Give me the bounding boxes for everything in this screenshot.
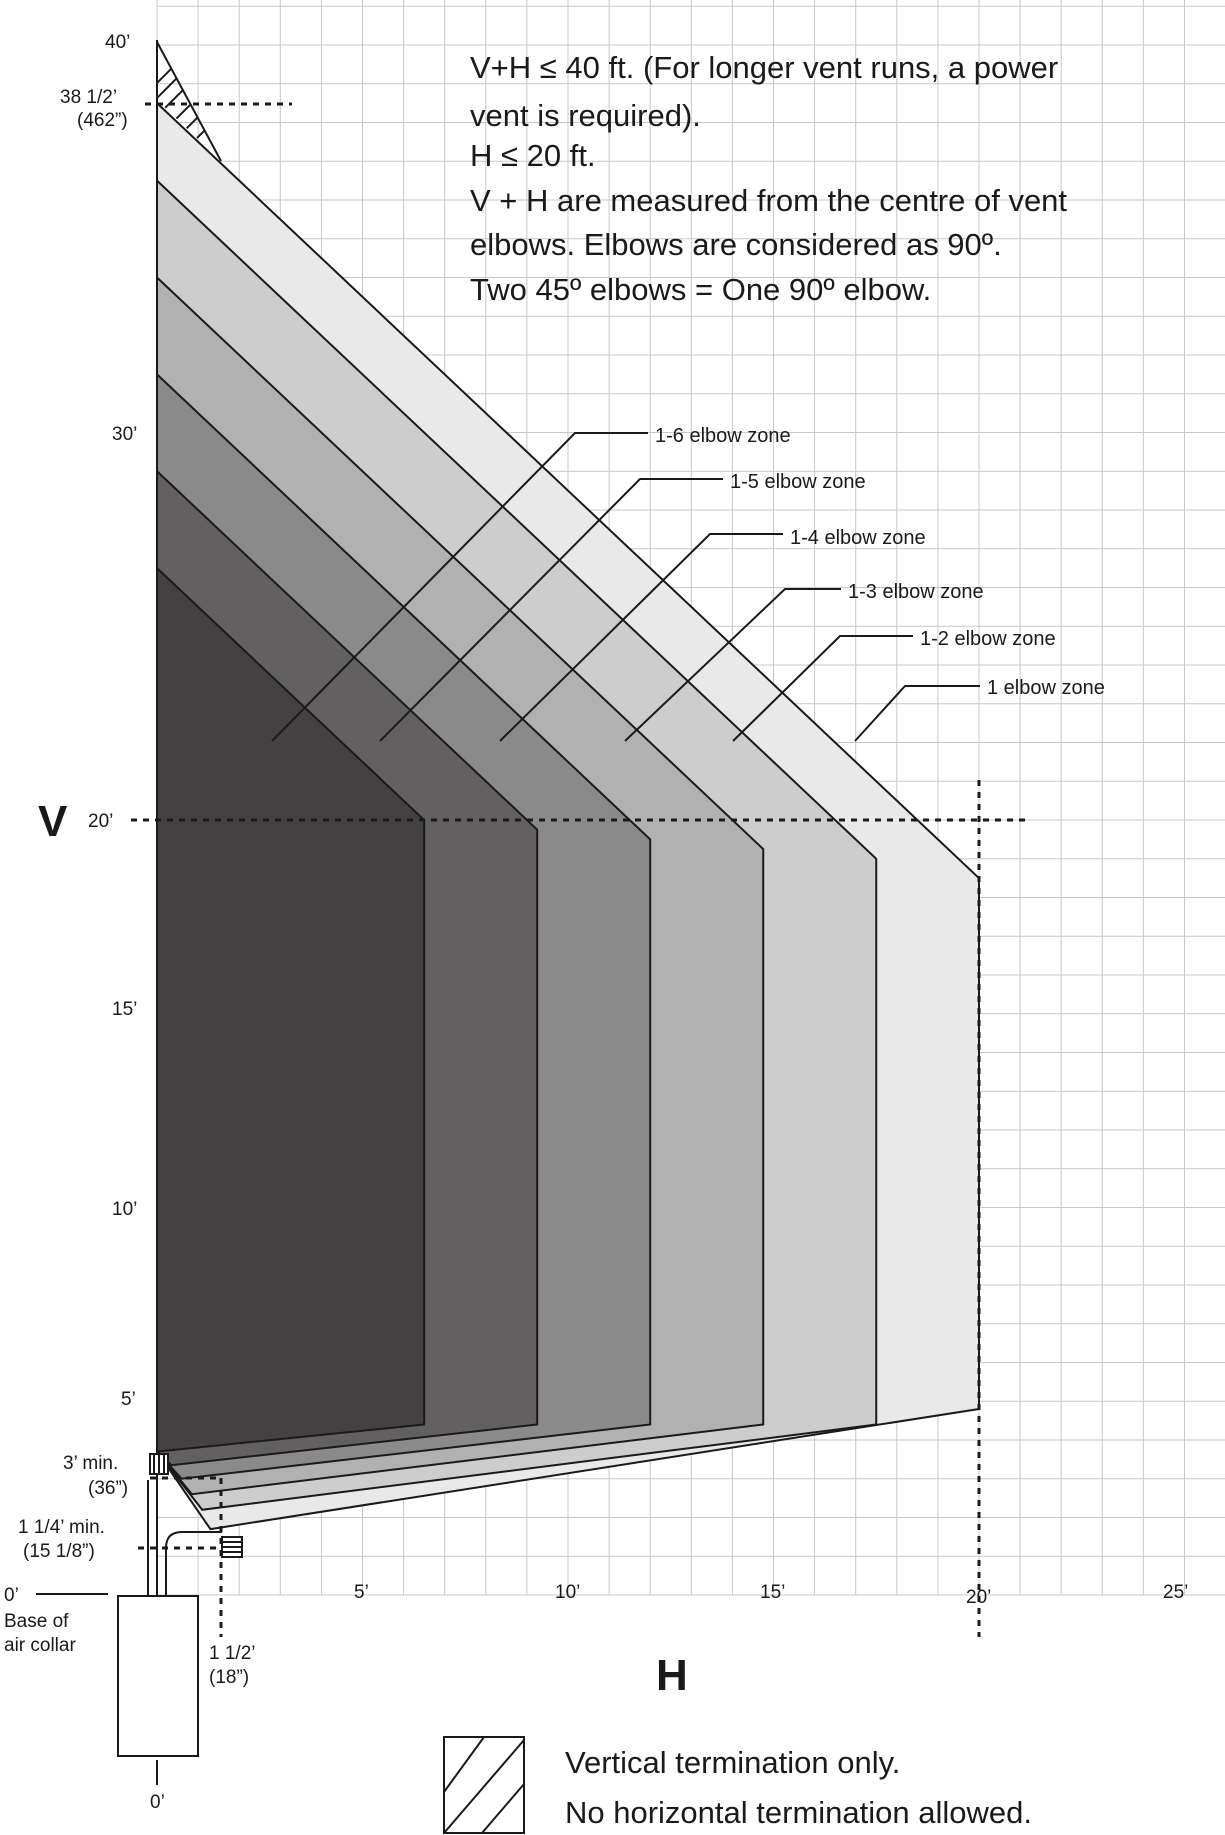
v-tick-10: 10’: [112, 1199, 137, 1220]
note-line-4: V + H are measured from the centre of ve…: [470, 183, 1067, 218]
note-line-1: V+H ≤ 40 ft. (For longer vent runs, a po…: [470, 50, 1058, 85]
reference-lines: [131, 102, 1030, 1637]
zone-label-1: 1 elbow zone: [987, 677, 1105, 699]
appliance-body: [117, 1595, 199, 1757]
v-tick-40: 40’: [105, 32, 130, 53]
left-annotations: 38 1/2’ (462”) 3’ min. (36”) 1 1/4’ min.…: [4, 87, 255, 1813]
h-18in-label: 1 1/2’: [209, 1643, 255, 1664]
v-tick-labels: 40’ 30’ 20’ 15’ 10’ 5’: [88, 32, 137, 1410]
top-height-inches: (462”): [77, 110, 128, 131]
zero-h-label: 0’: [150, 1792, 165, 1813]
zone-leader-3: [499, 533, 783, 742]
note-line-6: Two 45º elbows = One 90º elbow.: [470, 272, 931, 307]
v-axis-letter: V: [38, 797, 68, 846]
h-tick-5: 5’: [354, 1582, 369, 1603]
zone-leader-4: [624, 588, 841, 742]
min-3ft-inches: (36”): [88, 1478, 128, 1499]
note-line-3: H ≤ 20 ft.: [470, 138, 596, 173]
top-height-label: 38 1/2’: [60, 87, 117, 108]
base-label-1: Base of: [4, 1611, 69, 1632]
zone-labels: 1-6 elbow zone 1-5 elbow zone 1-4 elbow …: [655, 425, 1105, 699]
appliance-and-vent: [117, 1453, 243, 1757]
legend-line-1: Vertical termination only.: [565, 1745, 900, 1780]
vent-pipe: [147, 1480, 222, 1596]
zone-leader-5: [732, 635, 913, 742]
zone-label-1-5: 1-5 elbow zone: [730, 471, 866, 493]
base-label-2: air collar: [4, 1635, 76, 1656]
h-tick-20: 20’: [966, 1587, 991, 1608]
zone-leaders: [271, 432, 980, 742]
zone-label-1-3: 1-3 elbow zone: [848, 581, 984, 603]
zone-leader-6: [854, 685, 980, 742]
zero-v-label: 0’: [4, 1585, 19, 1606]
elbow-zones: [156, 100, 980, 1531]
zone-leader-2: [379, 478, 723, 742]
zone-label-1-6: 1-6 elbow zone: [655, 425, 791, 447]
v-tick-20: 20’: [88, 811, 113, 832]
zone-label-1-4: 1-4 elbow zone: [790, 527, 926, 549]
v-tick-15: 15’: [112, 999, 137, 1020]
notes-block: V+H ≤ 40 ft. (For longer vent runs, a po…: [470, 50, 1067, 307]
min-114-label: 1 1/4’ min.: [18, 1517, 105, 1538]
min-114-inches: (15 1/8”): [23, 1541, 95, 1562]
h-axis-letter: H: [656, 1651, 688, 1700]
h-18in-inches: (18”): [209, 1667, 249, 1688]
v-tick-5: 5’: [121, 1389, 136, 1410]
note-line-5: elbows. Elbows are considered as 90º.: [470, 227, 1002, 262]
v-tick-30: 30’: [112, 424, 137, 445]
h-tick-25: 25’: [1163, 1582, 1188, 1603]
legend: Vertical termination only. No horizontal…: [443, 1736, 1032, 1834]
zone-leader-1: [271, 432, 648, 742]
h-tick-10: 10’: [555, 1582, 580, 1603]
legend-line-2: No horizontal termination allowed.: [565, 1795, 1032, 1830]
min-3ft-label: 3’ min.: [63, 1453, 118, 1474]
note-line-2: vent is required).: [470, 98, 701, 133]
zone-label-1-2: 1-2 elbow zone: [920, 628, 1056, 650]
h-tick-15: 15’: [760, 1582, 785, 1603]
h-tick-labels: 5’ 10’ 15’ 20’ 25’: [354, 1582, 1188, 1608]
